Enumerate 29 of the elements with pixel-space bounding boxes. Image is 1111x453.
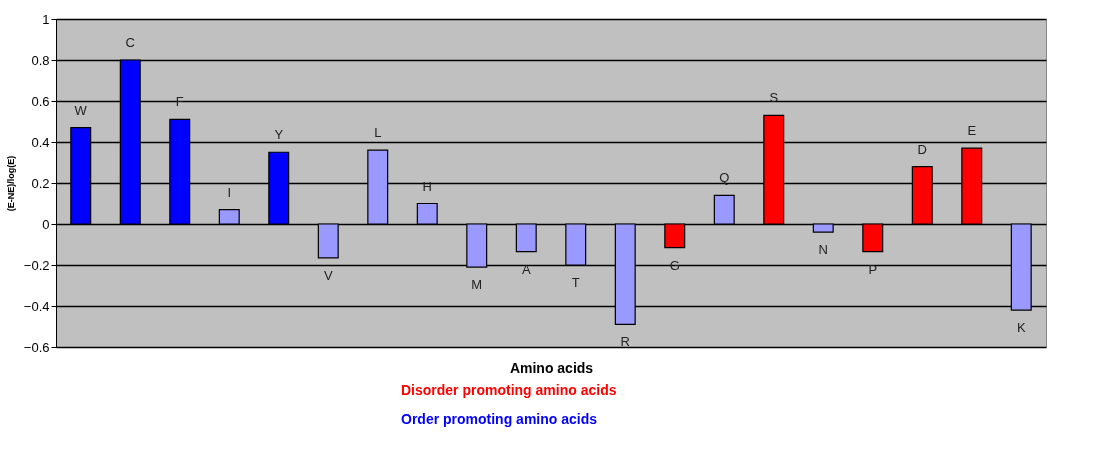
y-tick-label: 0.8 bbox=[31, 52, 50, 68]
x-tick-label: D bbox=[917, 141, 927, 157]
y-tick-label: 0 bbox=[42, 216, 50, 232]
y-axis-title: (E-NE)/log(E) bbox=[5, 155, 16, 212]
x-tick-label: V bbox=[323, 267, 333, 283]
x-tick-label: T bbox=[571, 275, 580, 290]
x-tick-label: L bbox=[374, 125, 382, 141]
y-tick-label: −0.2 bbox=[23, 257, 50, 273]
text: Disorder promoting amino acids bbox=[401, 381, 617, 398]
x-tick-label: P bbox=[868, 261, 878, 277]
y-tick-label: 0.4 bbox=[31, 134, 50, 150]
x-axis-title: Amino acids bbox=[509, 359, 594, 376]
x-tick-label: I bbox=[227, 184, 232, 200]
x-tick-label: R bbox=[620, 334, 630, 350]
x-tick-label: K bbox=[1016, 320, 1026, 336]
y-tick-label: 1 bbox=[42, 11, 50, 27]
y-tick-label: 0.2 bbox=[31, 175, 50, 191]
x-tick-label: Y bbox=[274, 127, 284, 143]
text: Order promoting amino acids bbox=[401, 410, 598, 427]
x-tick-label: W bbox=[74, 102, 88, 118]
y-tick-label: −0.6 bbox=[23, 339, 50, 355]
x-tick-label: E bbox=[967, 123, 977, 139]
x-tick-label: Q bbox=[719, 170, 730, 186]
y-tick-label: 0.6 bbox=[31, 93, 50, 109]
x-tick-label: A bbox=[521, 261, 531, 277]
x-tick-label: M bbox=[471, 277, 483, 293]
x-tick-label: N bbox=[818, 242, 828, 258]
y-tick-label: −0.4 bbox=[23, 298, 50, 314]
x-tick-label: C bbox=[125, 35, 135, 50]
